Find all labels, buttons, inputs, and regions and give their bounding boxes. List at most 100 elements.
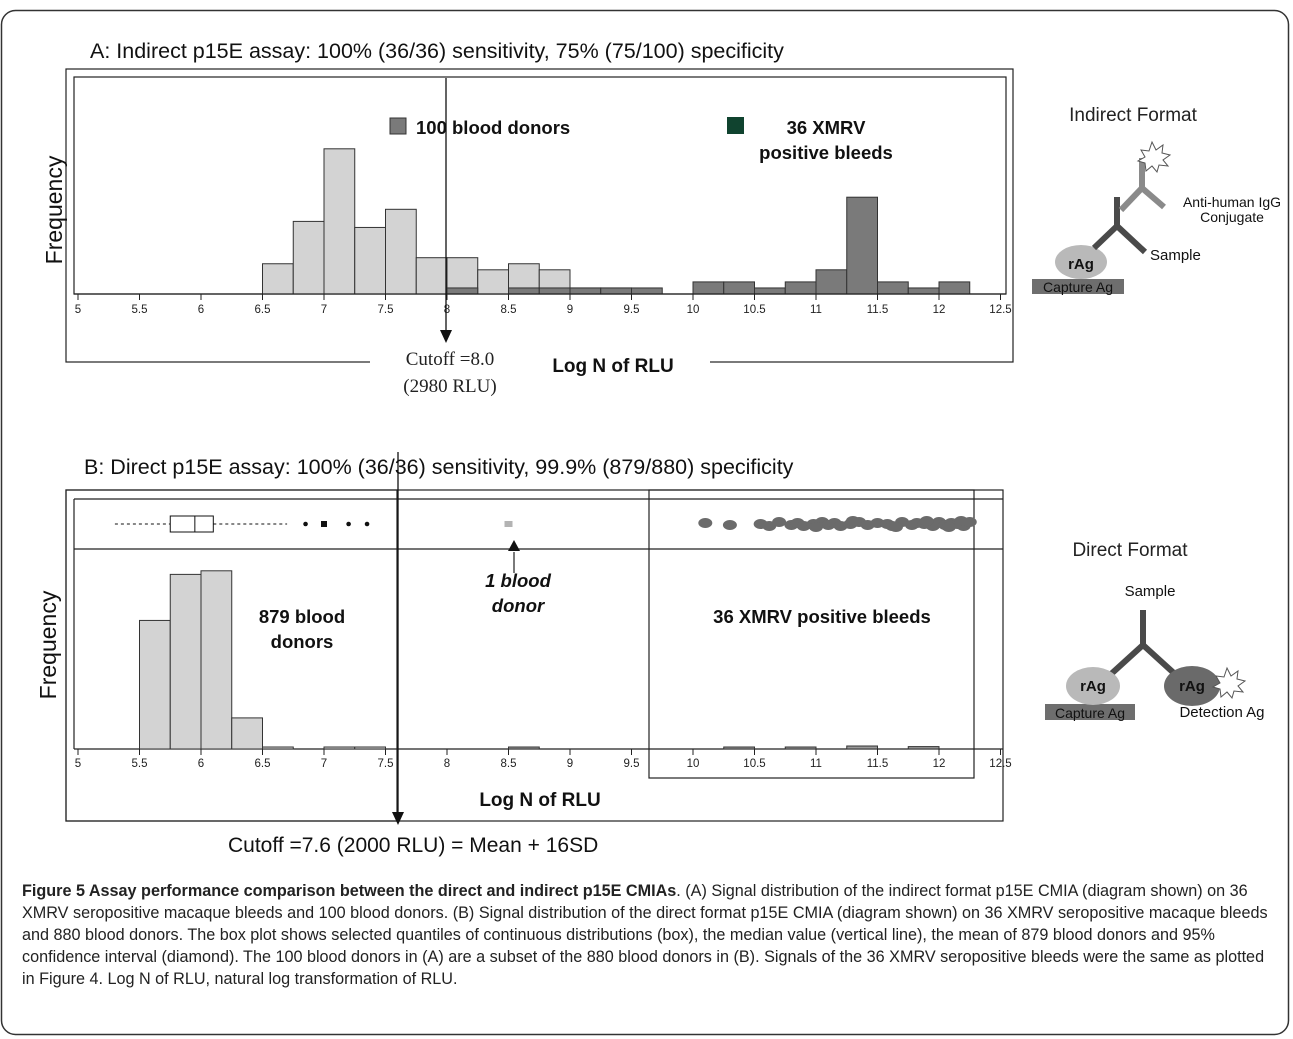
bar-xmrv-positive bbox=[538, 287, 571, 295]
bar-xmrv-positive bbox=[600, 287, 632, 295]
x-tick-label: 6.5 bbox=[255, 304, 271, 316]
x-tick-label: 9.5 bbox=[624, 758, 640, 770]
x-tick-label: 11 bbox=[810, 758, 822, 770]
x-tick-label: 7.5 bbox=[378, 304, 394, 316]
indirect-capture-label: Capture Ag bbox=[1043, 279, 1113, 295]
direct-rag-detection: rAg bbox=[1179, 678, 1205, 695]
boxplot-outlier bbox=[303, 521, 308, 527]
x-tick-label: 12.5 bbox=[989, 758, 1011, 770]
panel-b-ylabel: Frequency bbox=[35, 590, 61, 699]
bar-xmrv-positive bbox=[569, 287, 602, 295]
x-tick-label: 7 bbox=[321, 758, 327, 770]
indirect-rag-label: rAg bbox=[1068, 256, 1094, 273]
bar-xmrv-positive bbox=[907, 746, 940, 750]
bar-xmrv-positive bbox=[846, 745, 878, 750]
legend-xmrv-line2: positive bleeds bbox=[759, 142, 893, 163]
panel-b-xlabel: Log N of RLU bbox=[479, 790, 600, 811]
x-tick-label: 11 bbox=[810, 304, 822, 316]
bar-blood-donors bbox=[169, 573, 202, 750]
panel-b-cutoff-label: Cutoff =7.6 (2000 RLU) = Mean + 16SD bbox=[228, 834, 598, 857]
bar-xmrv-positive bbox=[784, 281, 817, 295]
strip-point-xmrv bbox=[698, 518, 713, 528]
direct-format-diagram: Direct Format Sample Capture Ag rAg rAg … bbox=[1045, 540, 1265, 721]
bar-blood-donors bbox=[354, 226, 386, 295]
x-tick-label: 11.5 bbox=[867, 758, 889, 770]
x-tick-label: 12.5 bbox=[989, 304, 1011, 316]
indirect-conjugate-line1: Anti-human IgG bbox=[1183, 194, 1281, 210]
caption-label: Figure 5 Assay performance comparison be… bbox=[22, 882, 677, 900]
x-tick-label: 8 bbox=[444, 758, 450, 770]
direct-rag-capture: rAg bbox=[1080, 678, 1106, 695]
panel-a-cutoff-label: Cutoff =8.0 bbox=[406, 349, 494, 370]
bar-blood-donors bbox=[292, 220, 325, 295]
legend-swatch-xmrv bbox=[727, 117, 744, 134]
panel-b-x-ticks: 5 5.5 6 6.5 7 7.5 8 8.5 9 9.5 10 10.5 11 11.5 12 12.5 bbox=[75, 749, 1012, 770]
indirect-format-title: Indirect Format bbox=[1069, 105, 1197, 126]
legend-xmrv-line1: 36 XMRV bbox=[787, 117, 866, 138]
x-tick-label: 5 bbox=[75, 758, 81, 770]
panel-a-cutoff-arrow bbox=[440, 330, 452, 343]
direct-capture-label: Capture Ag bbox=[1055, 705, 1125, 721]
boxplot-outlier bbox=[321, 521, 327, 527]
bar-xmrv-positive bbox=[508, 287, 540, 295]
panel-a-title: A: Indirect p15E assay: 100% (36/36) sen… bbox=[90, 39, 784, 63]
bar-xmrv-positive bbox=[692, 281, 725, 295]
bar-blood-donors bbox=[200, 570, 233, 750]
x-tick-label: 7.5 bbox=[378, 758, 394, 770]
panel-b: B: Direct p15E assay: 100% (36/36) sensi… bbox=[35, 452, 1265, 857]
direct-sample-label: Sample bbox=[1125, 583, 1176, 600]
bar-xmrv-positive bbox=[631, 287, 663, 295]
figure-caption: Figure 5 Assay performance comparison be… bbox=[22, 880, 1280, 990]
x-tick-label: 12 bbox=[933, 304, 946, 316]
x-tick-label: 10 bbox=[687, 758, 700, 770]
x-tick-label: 7 bbox=[321, 304, 327, 316]
strip-point-xmrv bbox=[941, 522, 956, 532]
strip-point-xmrv bbox=[722, 520, 737, 530]
bar-xmrv-positive bbox=[723, 746, 755, 750]
indirect-sample-label: Sample bbox=[1150, 247, 1201, 264]
x-tick-label: 10.5 bbox=[743, 304, 765, 316]
bar-xmrv-positive bbox=[723, 281, 755, 295]
bar-xmrv-positive bbox=[877, 281, 909, 295]
bar-blood-donors bbox=[139, 619, 171, 750]
panel-b-boxplot bbox=[114, 515, 370, 533]
bar-blood-donors bbox=[262, 746, 294, 750]
x-tick-label: 9 bbox=[567, 304, 573, 316]
strip-point-xmrv bbox=[919, 516, 934, 526]
boxplot-outlier bbox=[364, 521, 370, 527]
panel-b-title: B: Direct p15E assay: 100% (36/36) sensi… bbox=[84, 455, 794, 479]
x-tick-label: 10.5 bbox=[743, 758, 765, 770]
x-tick-label: 5.5 bbox=[132, 304, 148, 316]
bar-blood-donors bbox=[262, 263, 294, 295]
direct-detection-label: Detection Ag bbox=[1179, 704, 1264, 721]
indirect-conjugate-line2: Conjugate bbox=[1200, 209, 1264, 225]
label-36-xmrv: 36 XMRV positive bleeds bbox=[713, 606, 931, 627]
panel-a: A: Indirect p15E assay: 100% (36/36) sen… bbox=[41, 39, 1281, 398]
bar-xmrv-positive bbox=[446, 287, 479, 295]
x-tick-label: 5.5 bbox=[132, 758, 148, 770]
bar-blood-donors bbox=[231, 717, 263, 750]
bar-blood-donors bbox=[477, 269, 509, 295]
label-1-donor-line2: donor bbox=[492, 595, 546, 616]
strip-point-xmrv bbox=[845, 516, 860, 526]
panel-b-right-box bbox=[648, 489, 975, 779]
bar-xmrv-positive bbox=[754, 287, 786, 295]
boxplot-box bbox=[169, 515, 214, 533]
x-tick-label: 8 bbox=[444, 304, 450, 316]
bar-blood-donors bbox=[415, 257, 448, 295]
legend-swatch-blood-donors bbox=[389, 117, 407, 135]
indirect-format-diagram: Indirect Format Capture Ag rAg Sample An… bbox=[1032, 105, 1281, 295]
bar-blood-donors bbox=[323, 148, 356, 295]
strip-point-xmrv bbox=[954, 516, 969, 526]
x-tick-label: 9 bbox=[567, 758, 573, 770]
label-879-donors-line1: 879 blood bbox=[259, 606, 345, 627]
label-879-donors-line2: donors bbox=[271, 631, 334, 652]
x-tick-label: 9.5 bbox=[624, 304, 640, 316]
panel-b-bars bbox=[139, 570, 940, 750]
bar-xmrv-positive bbox=[907, 287, 940, 295]
legend-blood-donors: 100 blood donors bbox=[416, 117, 570, 138]
bar-xmrv-positive bbox=[815, 269, 848, 295]
bar-xmrv-positive bbox=[938, 281, 971, 295]
strip-point-donor bbox=[504, 521, 513, 527]
x-tick-label: 11.5 bbox=[867, 304, 889, 316]
